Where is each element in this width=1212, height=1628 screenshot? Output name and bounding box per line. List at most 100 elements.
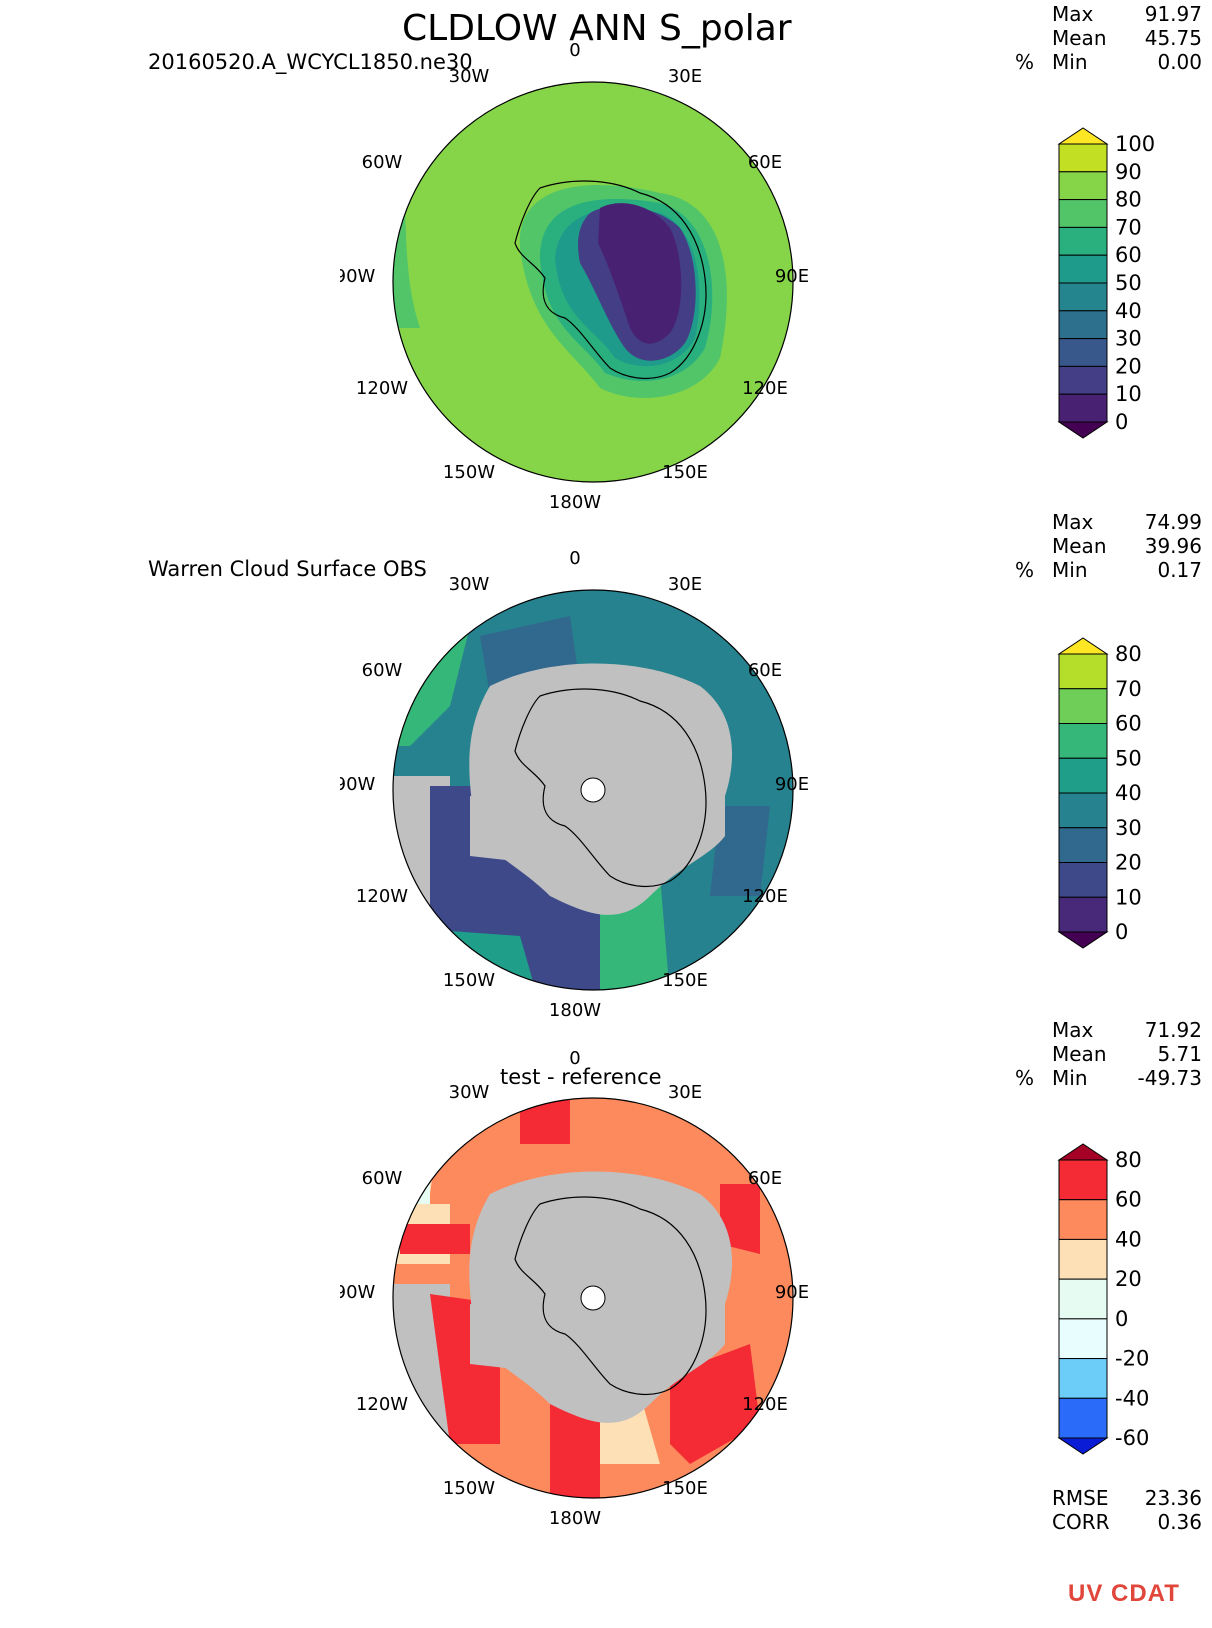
- panel-1-units: %: [1015, 50, 1035, 74]
- lon-label-120w: 120W: [356, 1394, 408, 1415]
- colorbar-tick-label: 90: [1115, 160, 1142, 184]
- colorbar-tick-label: -20: [1115, 1347, 1149, 1371]
- lon-label-30e: 30E: [668, 574, 702, 595]
- lon-label-60w: 60W: [362, 152, 403, 173]
- logo-text: UV CDAT: [1068, 1580, 1180, 1607]
- lon-label-60w: 60W: [362, 1168, 403, 1189]
- panel-3-colorbar: 80 60 40 20 0 -20 -40 -60: [1057, 1143, 1149, 1455]
- lon-label-120e: 120E: [742, 1394, 788, 1415]
- panel-1-stats: Max 91.97 Mean 45.75 Min 0.00: [1052, 2, 1202, 74]
- max-label: Max: [1052, 1018, 1094, 1042]
- mean-value: 45.75: [1144, 26, 1202, 50]
- colorbar-tick-label: 50: [1115, 271, 1142, 295]
- lon-label-60e: 60E: [748, 152, 782, 173]
- lon-label-150w: 150W: [443, 970, 495, 991]
- colorbar-box: [1058, 143, 1108, 173]
- lon-label-60e: 60E: [748, 660, 782, 681]
- min-value: 0.00: [1157, 50, 1202, 74]
- colorbar-box: [1058, 365, 1108, 395]
- max-label: Max: [1052, 2, 1094, 26]
- colorbar-tick-label: 0: [1115, 1307, 1128, 1331]
- colorbar-tick-label: -60: [1115, 1426, 1149, 1450]
- colorbar-tick-label: 80: [1115, 1148, 1142, 1172]
- lon-label-0: 0: [569, 1048, 580, 1069]
- colorbar-box: [1058, 254, 1108, 284]
- colorbar-box: [1058, 688, 1108, 724]
- colorbar-tick-label: 40: [1115, 299, 1142, 323]
- colorbar-box: [1058, 827, 1108, 863]
- lon-label-30w: 30W: [449, 66, 490, 87]
- colorbar-tick-label: 30: [1115, 816, 1142, 840]
- lon-label-90e: 90E: [775, 1282, 809, 1303]
- colorbar-tick-label: 40: [1115, 1227, 1142, 1251]
- lon-label-90w: 90W: [340, 774, 376, 795]
- lon-label-180w: 180W: [549, 1000, 601, 1021]
- lon-label-0: 0: [569, 548, 580, 569]
- lon-label-150w: 150W: [443, 462, 495, 483]
- colorbar-tick-label: 70: [1115, 677, 1142, 701]
- colorbar-tick-label: 60: [1115, 712, 1142, 736]
- colorbar-box: [1058, 310, 1108, 340]
- colorbar-tick-label: 80: [1115, 642, 1142, 666]
- colorbar-overflow-top: [1057, 1143, 1109, 1161]
- max-value: 74.99: [1144, 510, 1202, 534]
- rmse-corr: RMSE 23.36 CORR 0.36: [1052, 1486, 1202, 1534]
- lon-label-90w: 90W: [340, 1282, 376, 1303]
- lon-label-120w: 120W: [356, 378, 408, 399]
- lon-label-30e: 30E: [668, 66, 702, 87]
- max-value: 71.92: [1144, 1018, 1202, 1042]
- min-label: Min: [1052, 50, 1088, 74]
- lon-label-90e: 90E: [775, 774, 809, 795]
- lon-label-90e: 90E: [775, 266, 809, 287]
- colorbar-box: [1058, 1397, 1108, 1439]
- corr-value: 0.36: [1157, 1510, 1202, 1534]
- colorbar-overflow-top: [1057, 637, 1109, 655]
- min-value: -49.73: [1137, 1066, 1202, 1090]
- colorbar-box: [1058, 338, 1108, 367]
- colorbar-box: [1058, 1358, 1108, 1399]
- lon-label-30w: 30W: [449, 1082, 490, 1103]
- rmse-label: RMSE: [1052, 1486, 1109, 1510]
- colorbar-box: [1058, 896, 1108, 933]
- lon-label-60w: 60W: [362, 660, 403, 681]
- corr-label: CORR: [1052, 1510, 1110, 1534]
- colorbar-tick-label: 60: [1115, 1188, 1142, 1212]
- lon-label-60e: 60E: [748, 1168, 782, 1189]
- mean-value: 5.71: [1157, 1042, 1202, 1066]
- colorbar-tick-label: 50: [1115, 746, 1142, 770]
- colorbar-box: [1058, 1278, 1108, 1320]
- colorbar-box: [1058, 1238, 1108, 1280]
- colorbar-tick-label: 30: [1115, 327, 1142, 351]
- lon-labels: 0 30W 30E 60W 60E 90W 90E 120W 120E 150W…: [340, 548, 809, 1021]
- colorbar-tick-label: 20: [1115, 851, 1142, 875]
- colorbar-tick-label: 80: [1115, 188, 1142, 212]
- lon-labels: 0 30W 30E 60W 60E 90W 90E 120W 120E 150W…: [340, 1048, 809, 1529]
- mean-label: Mean: [1052, 26, 1107, 50]
- colorbar-box: [1058, 226, 1108, 256]
- rmse-value: 23.36: [1144, 1486, 1202, 1510]
- colorbar-tick-label: 10: [1115, 382, 1142, 406]
- max-value: 91.97: [1144, 2, 1202, 26]
- mean-label: Mean: [1052, 534, 1107, 558]
- colorbar-tick-label: 0: [1115, 410, 1128, 434]
- colorbar-overflow-bottom: [1057, 931, 1109, 949]
- colorbar-overflow-bottom: [1057, 421, 1109, 439]
- panel-2-colorbar: 80 70 60 50 40 30 20 10 0: [1057, 637, 1142, 949]
- lon-label-120e: 120E: [742, 378, 788, 399]
- min-label: Min: [1052, 1066, 1088, 1090]
- colorbar-box: [1058, 1199, 1108, 1240]
- colorbar-tick-label: 100: [1115, 132, 1155, 156]
- min-label: Min: [1052, 558, 1088, 582]
- lon-label-120w: 120W: [356, 886, 408, 907]
- colorbar-tick-label: 10: [1115, 885, 1142, 909]
- colorbar-box: [1058, 723, 1108, 759]
- lon-label-180w: 180W: [549, 1508, 601, 1529]
- colorbar-tick-label: 70: [1115, 215, 1142, 239]
- figure-title: CLDLOW ANN S_polar: [402, 8, 792, 49]
- panel-3-stats: Max 71.92 Mean 5.71 Min -49.73: [1052, 1018, 1202, 1090]
- panel-2-units: %: [1015, 558, 1035, 582]
- colorbar-box: [1058, 1318, 1108, 1360]
- colorbar-box: [1058, 1159, 1108, 1201]
- lon-label-180w: 180W: [549, 492, 601, 513]
- lon-label-90w: 90W: [340, 266, 376, 287]
